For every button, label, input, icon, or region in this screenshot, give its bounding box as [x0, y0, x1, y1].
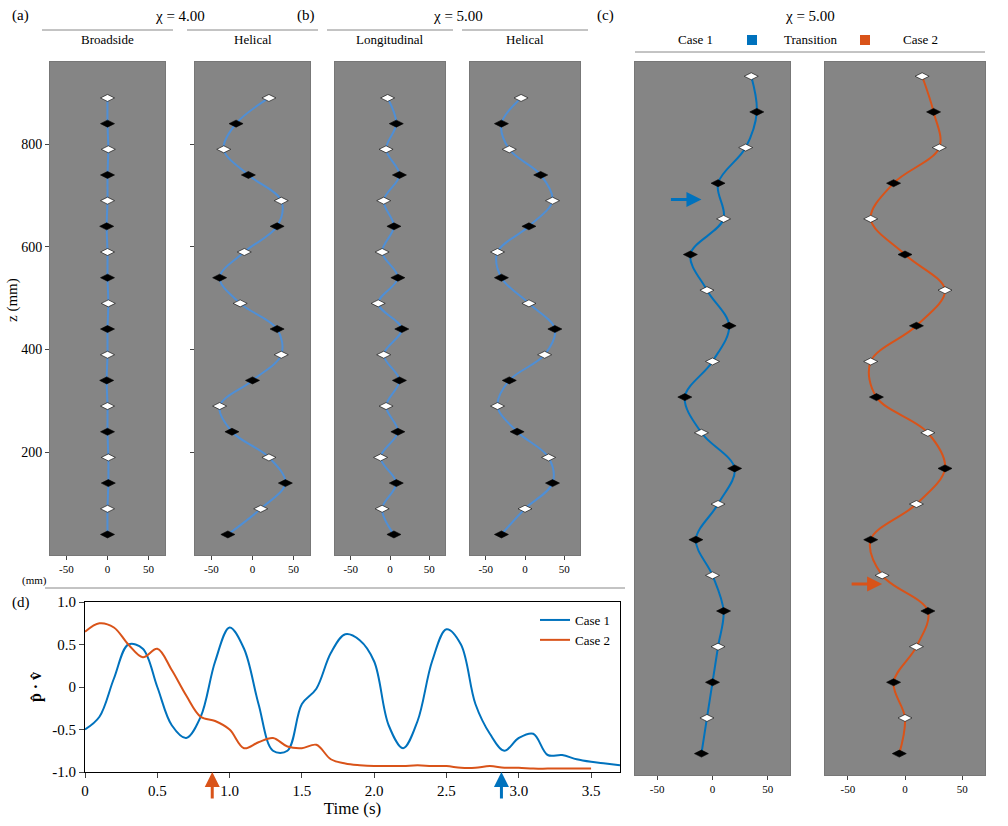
svg-text:(c): (c)	[597, 7, 614, 24]
svg-text:p̂ · v̂: p̂ · v̂	[27, 672, 45, 702]
svg-text:(mm): (mm)	[22, 574, 47, 587]
svg-text:50: 50	[762, 783, 774, 795]
svg-text:0: 0	[387, 563, 393, 575]
svg-text:0: 0	[522, 563, 528, 575]
svg-text:(d): (d)	[12, 594, 30, 611]
svg-text:-0.5: -0.5	[52, 722, 76, 738]
svg-text:2.5: 2.5	[437, 783, 456, 799]
svg-text:50: 50	[143, 563, 155, 575]
svg-text:Broadside: Broadside	[81, 32, 134, 47]
svg-text:χ = 4.00: χ = 4.00	[155, 8, 205, 24]
svg-text:0: 0	[710, 783, 716, 795]
svg-text:z (mm): z (mm)	[4, 278, 21, 322]
svg-text:1.0: 1.0	[57, 594, 76, 610]
svg-text:800: 800	[21, 137, 42, 152]
svg-text:400: 400	[21, 342, 42, 357]
svg-text:Helical: Helical	[506, 32, 544, 47]
svg-text:0: 0	[250, 563, 256, 575]
svg-text:0: 0	[902, 783, 908, 795]
svg-text:3.5: 3.5	[582, 783, 601, 799]
svg-text:0.5: 0.5	[57, 637, 76, 653]
svg-text:0: 0	[69, 679, 77, 695]
svg-text:Case 1: Case 1	[575, 613, 610, 628]
svg-text:0.5: 0.5	[148, 783, 167, 799]
svg-text:2.0: 2.0	[365, 783, 384, 799]
svg-text:50: 50	[559, 563, 571, 575]
svg-text:-50: -50	[478, 563, 493, 575]
svg-text:χ = 5.00: χ = 5.00	[785, 8, 835, 24]
svg-text:600: 600	[21, 240, 42, 255]
svg-text:(a): (a)	[12, 7, 29, 24]
svg-text:-50: -50	[59, 563, 74, 575]
svg-text:Helical: Helical	[234, 32, 272, 47]
svg-text:Case 1: Case 1	[678, 32, 713, 47]
svg-text:50: 50	[424, 563, 436, 575]
svg-text:-1.0: -1.0	[52, 764, 76, 780]
svg-text:0: 0	[105, 563, 111, 575]
svg-text:(b): (b)	[297, 7, 315, 24]
svg-text:Case 2: Case 2	[575, 633, 610, 648]
svg-text:1.0: 1.0	[220, 783, 239, 799]
svg-text:0: 0	[81, 783, 89, 799]
svg-text:Time (s): Time (s)	[324, 799, 381, 818]
svg-text:χ = 5.00: χ = 5.00	[433, 8, 483, 24]
svg-text:-50: -50	[650, 783, 665, 795]
svg-text:1.5: 1.5	[293, 783, 312, 799]
svg-text:3.0: 3.0	[509, 783, 528, 799]
svg-text:-50: -50	[343, 563, 358, 575]
svg-text:-50: -50	[841, 783, 856, 795]
svg-text:Case 2: Case 2	[903, 32, 938, 47]
svg-text:50: 50	[288, 563, 300, 575]
svg-text:50: 50	[957, 783, 969, 795]
svg-text:-50: -50	[204, 563, 219, 575]
svg-text:200: 200	[21, 445, 42, 460]
svg-text:Transition: Transition	[784, 32, 837, 47]
svg-text:Longitudinal: Longitudinal	[356, 32, 424, 47]
